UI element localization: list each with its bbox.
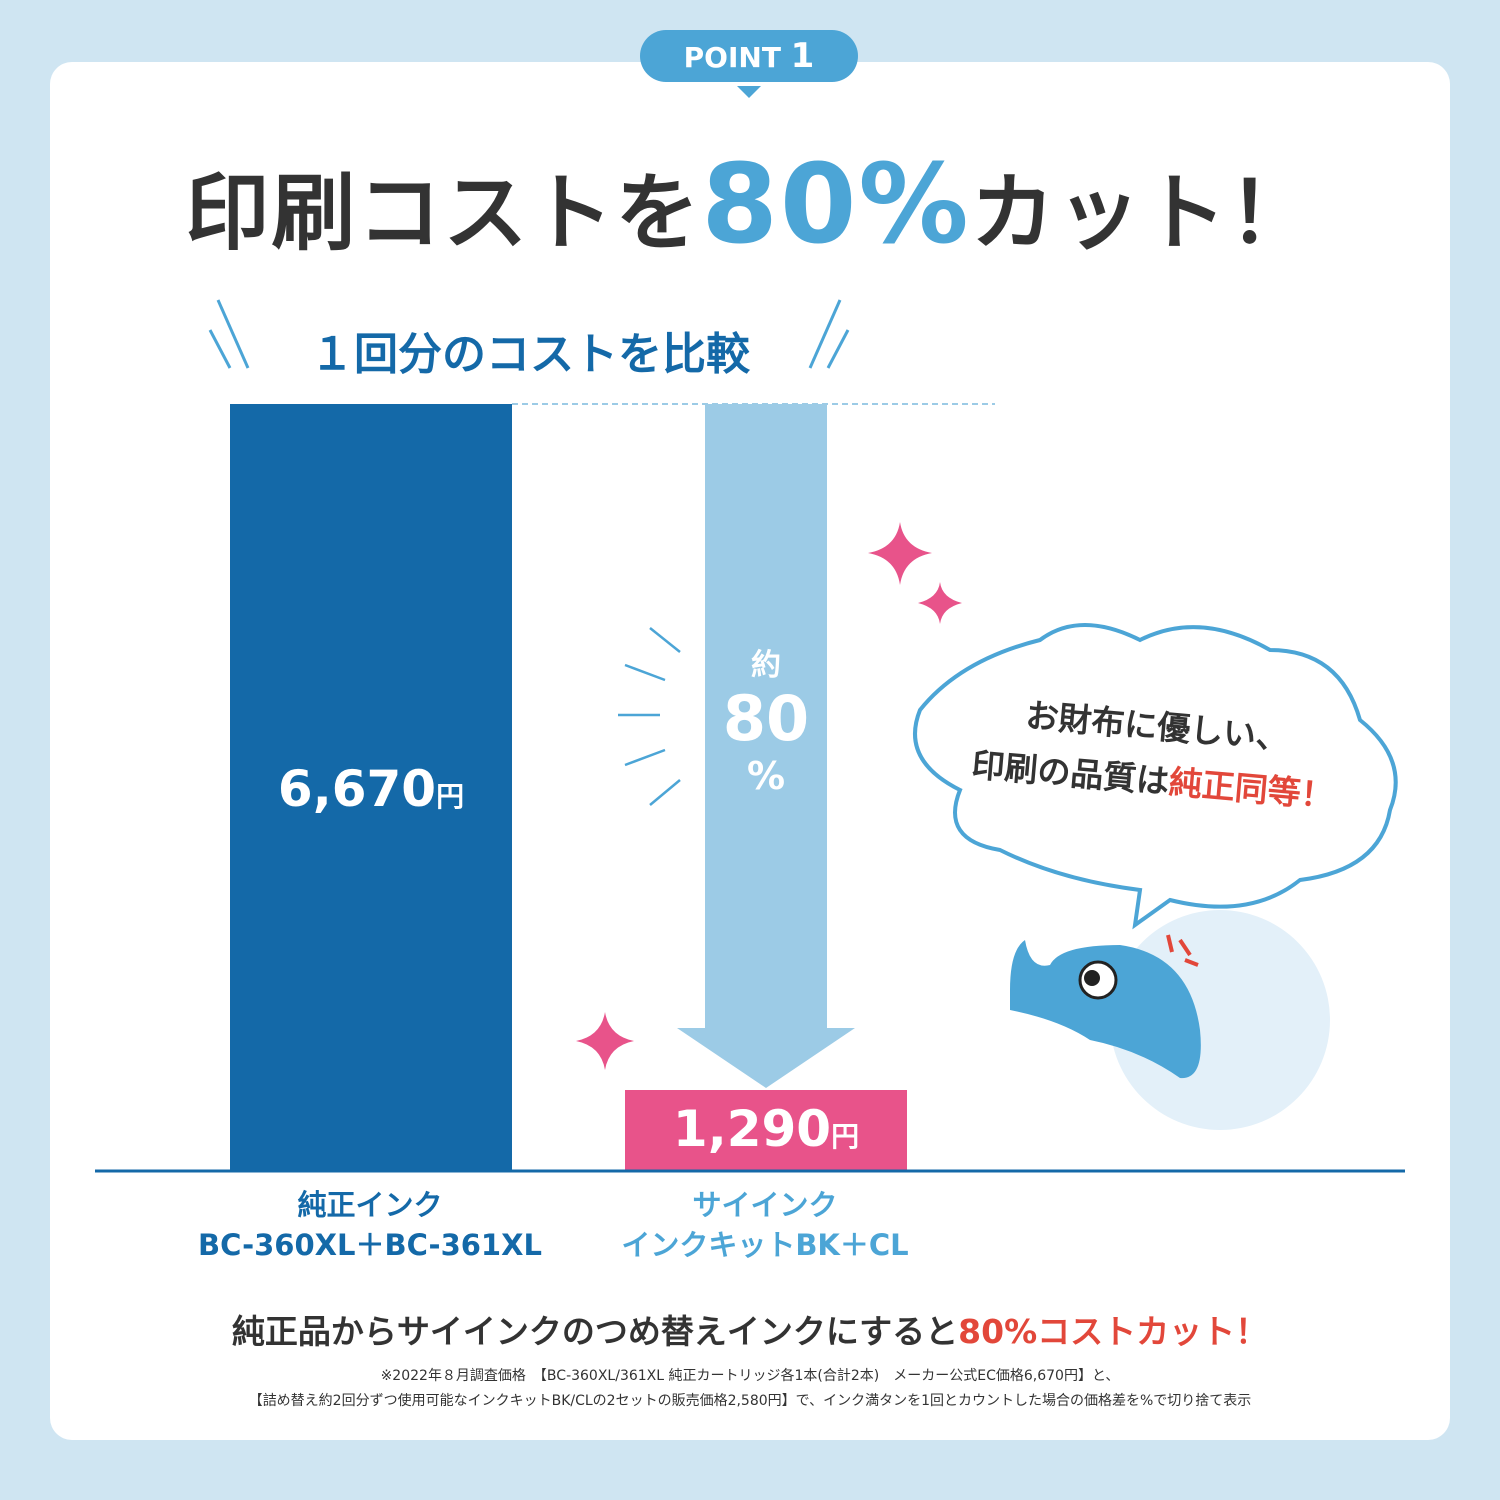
unit: 円 [831,1120,860,1153]
accent-lines-left [208,299,250,369]
badge-number: 1 [790,36,815,76]
footer-message: 純正品からサイインクのつめ替えインクにすると80%コストカット！ [0,1305,1500,1353]
point-badge: POINT 1 [640,30,858,98]
footnote: 【詰め替え約2回分ずつ使用可能なインクキットBK/CLの2セットの販売価格2,5… [248,1393,1252,1409]
headline: 印刷コストを80%カット！ [0,140,1500,268]
bar-genuine [230,404,512,1170]
reduction-unit: % [746,754,786,798]
x-label-line: サイインク [692,1188,838,1222]
reduction-label: 約 80 % [705,640,827,798]
headline-big: 80% [701,140,971,268]
x-label-genuine: 純正インク BC-360XL＋BC-361XL [150,1185,590,1265]
x-label-line: 純正インク [297,1188,443,1222]
sparkle-icons [576,522,962,1070]
value-sai: 1,290 [672,1100,832,1158]
x-label-line: インクキットBK＋CL [621,1228,909,1262]
accent-lines-right [808,299,850,369]
footer-pre: 純正品からサイインクのつめ替えインクにすると [231,1312,959,1351]
bar-sai [625,1090,907,1170]
badge-label: POINT [683,41,781,74]
reduction-arrow [677,404,855,1088]
burst-lines [618,627,681,806]
footer-highlight: 80%コストカット！ [958,1312,1269,1351]
mascot-rhino [1010,940,1201,1079]
headline-pre: 印刷コストを [185,164,702,262]
speech-bubble [913,623,1398,930]
bar-genuine-label: 6,670円 [230,760,512,818]
x-label-sai: サイインクインクキットBK＋CL [560,1185,970,1265]
footnote: ※2022年８月調査価格 【BC-360XL/361XL 純正カートリッジ各1本… [380,1368,1120,1384]
x-label-line: BC-360XL＋BC-361XL [198,1228,542,1262]
bubble-highlight: 純正同等！ [1167,762,1336,816]
reduction-prefix: 約 [751,648,781,683]
unit: 円 [436,780,465,813]
bar-sai-label: 1,290円 [625,1100,907,1158]
subtitle: １回分のコストを比較 [310,329,750,380]
surprise-marks [1166,934,1199,967]
bubble-line: 印刷の品質は [970,745,1171,802]
value-genuine: 6,670 [277,760,437,818]
headline-post: カット！ [970,164,1315,262]
reduction-value: 80 [722,682,810,755]
